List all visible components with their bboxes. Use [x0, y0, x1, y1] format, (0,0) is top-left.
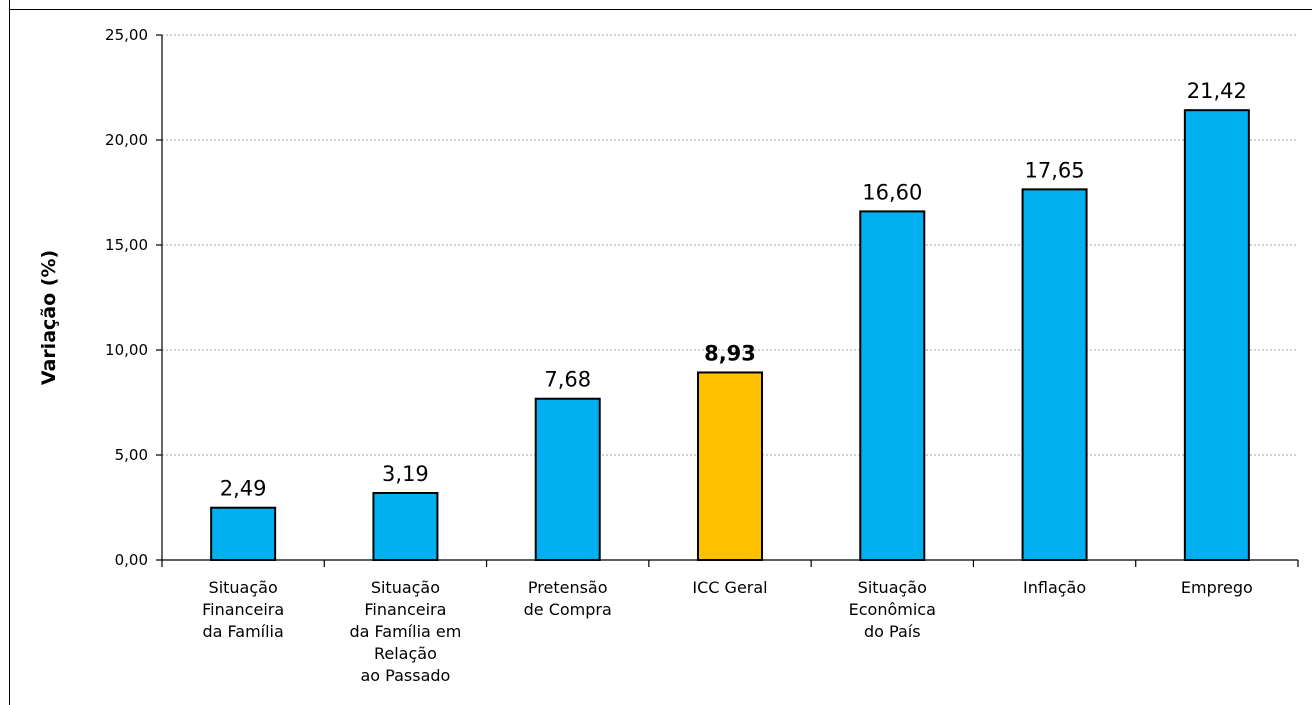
x-tick-label-line: do País: [864, 622, 921, 641]
bars: [210, 109, 1250, 562]
x-tick-label: Pretensão de Compra: [524, 578, 612, 619]
y-tick-label: 10,00: [105, 341, 148, 359]
x-tick-label-line: Emprego: [1181, 578, 1253, 597]
y-axis-label: Variação (%): [38, 250, 60, 385]
bar: [372, 492, 439, 562]
x-tick-label: Situação Financeira da Família: [202, 578, 284, 641]
x-tick-label-line: da Família em: [350, 622, 462, 641]
data-label: 17,65: [1025, 158, 1085, 182]
x-tick-label-line: Relação: [374, 644, 437, 663]
x-tick-label-line: Situação: [371, 578, 440, 597]
bar: [697, 371, 763, 561]
data-label: 7,68: [544, 368, 591, 392]
x-tick-label-line: ICC Geral: [692, 578, 767, 597]
bar: [534, 397, 601, 561]
x-tick-label: ICC Geral: [692, 578, 767, 597]
x-tick-label-line: ao Passado: [361, 666, 451, 685]
y-tick-label: 20,00: [105, 131, 148, 149]
data-label: 3,19: [382, 462, 429, 486]
bar: [859, 210, 926, 561]
bar: [210, 506, 277, 561]
x-tick-label: Emprego: [1181, 578, 1253, 597]
x-tick-label-line: Situação: [858, 578, 927, 597]
x-tick-label-line: da Família: [202, 622, 283, 641]
bar: [1183, 109, 1250, 562]
x-tick-label-line: Econômica: [849, 600, 936, 619]
y-tick-label: 0,00: [115, 551, 148, 569]
x-tick-label: Inflação: [1023, 578, 1086, 597]
data-labels: 2,49 3,19 7,68 8,93 16,60 17,65 21,42: [220, 79, 1247, 501]
x-tick-label-line: Pretensão: [528, 578, 608, 597]
x-tick-label-line: de Compra: [524, 600, 612, 619]
data-label: 21,42: [1187, 79, 1247, 103]
x-tick-label-line: Financeira: [364, 600, 446, 619]
chart-frame: [9, 0, 1312, 705]
y-tick-label: 25,00: [105, 26, 148, 44]
x-tick-label-line: Inflação: [1023, 578, 1086, 597]
x-tick-label-line: Situação: [209, 578, 278, 597]
data-label: 2,49: [220, 477, 267, 501]
data-label: 8,93: [704, 341, 756, 365]
data-label: 16,60: [862, 180, 922, 204]
x-tick-label-line: Financeira: [202, 600, 284, 619]
x-tick-label: Situação Financeira da Família em Relação ao…: [350, 578, 462, 685]
x-tick-labels: Situação Financeira da Família Situação Fina…: [202, 578, 1253, 685]
x-tick-label: Situação Econômica do País: [849, 578, 936, 641]
y-tick-label: 5,00: [115, 446, 148, 464]
y-tick-labels: 0,00 5,00 10,00 15,00 20,00 25,00: [105, 26, 148, 569]
bar: [1021, 188, 1088, 561]
y-tick-label: 15,00: [105, 236, 148, 254]
